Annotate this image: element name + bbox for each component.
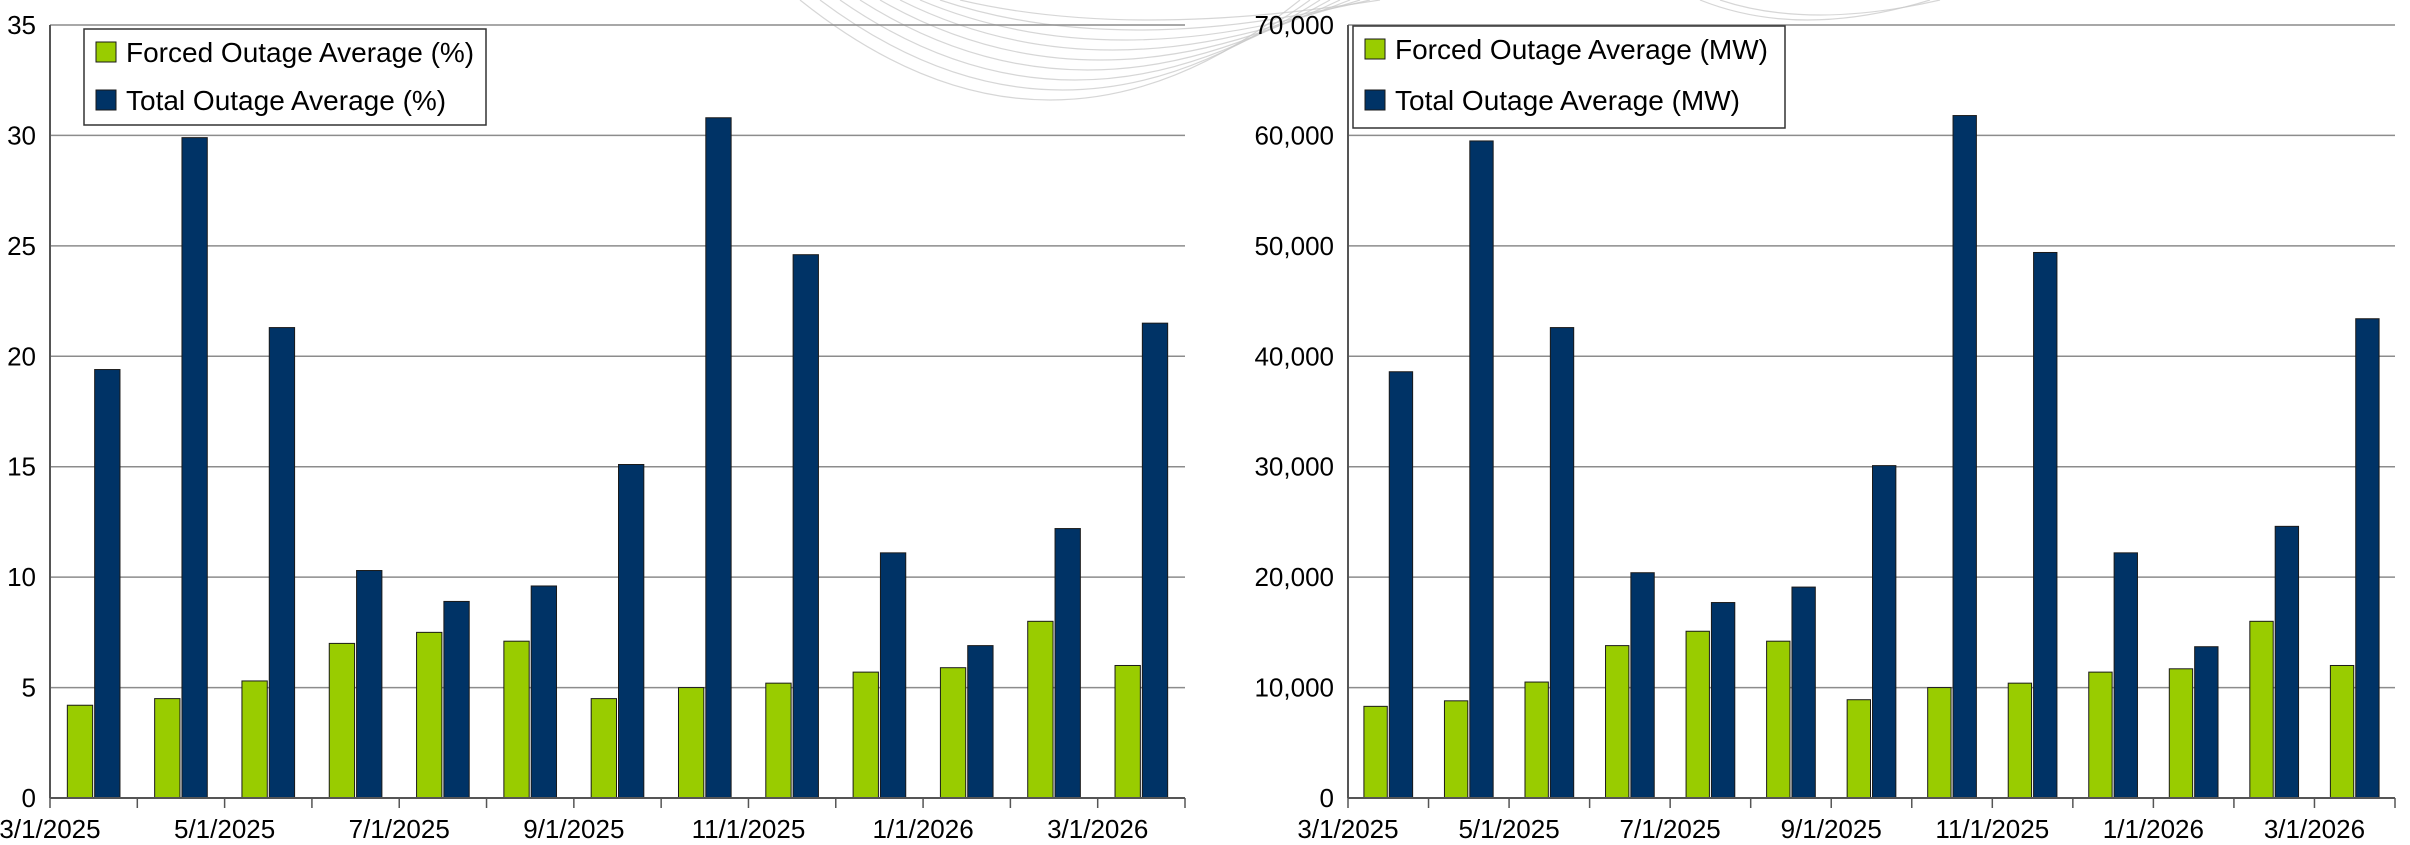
mw-total-outage-bar: [1710, 602, 1736, 799]
mw-forced-outage-bar: [2088, 671, 2113, 799]
pct-forced-outage-bar: [677, 687, 705, 799]
pct-forced-outage-bar: [590, 698, 618, 799]
mw-x-tick-label: 5/1/2025: [1458, 814, 1559, 844]
pct-x-tick-label: 1/1/2026: [872, 814, 973, 844]
pct-legend-label: Forced Outage Average (%): [126, 37, 474, 68]
mw-x-tick-label: 7/1/2025: [1620, 814, 1721, 844]
pct-forced-outage-bar: [416, 631, 443, 799]
pct-total-outage-bar: [1054, 528, 1081, 799]
pct-x-tick-label: 3/1/2026: [1047, 814, 1148, 844]
pct-total-outage-bar: [356, 570, 383, 799]
background-watermark-arcs: [799, 0, 1941, 101]
mw-y-tick-label: 30,000: [1254, 452, 1334, 482]
pct-forced-outage-bar: [503, 640, 530, 799]
pct-forced-outage-bar: [241, 680, 268, 799]
mw-forced-outage-bar: [1927, 687, 1952, 799]
mw-total-outage-bar: [1872, 465, 1897, 799]
pct-y-tick-label: 30: [7, 120, 36, 150]
mw-forced-outage-bar: [2329, 664, 2355, 799]
mw-total-outage-bar: [1388, 371, 1414, 799]
pct-forced-outage-bar: [1114, 664, 1141, 799]
outage-percent-chart: 0 5 10 15 20 25 30 35 3/1/2025 5/1/2025 7/1/2025 9/…: [0, 10, 1186, 844]
mw-forced-outage-bar: [1524, 681, 1549, 799]
pct-x-tick-label: 7/1/2025: [349, 814, 450, 844]
pct-total-outage-bar: [879, 552, 907, 799]
mw-legend-box: [1352, 25, 1786, 129]
pct-y-tick-label: 15: [7, 452, 36, 482]
pct-y-tick-label: 35: [7, 10, 36, 40]
pct-total-outage-bar: [530, 585, 558, 799]
mw-total-outage-bar: [2355, 318, 2380, 799]
mw-forced-outage-bar: [1443, 700, 1469, 799]
mw-forced-outage-bar: [1605, 645, 1630, 799]
mw-y-tick-label: 60,000: [1254, 120, 1334, 150]
mw-legend-label: Forced Outage Average (MW): [1395, 34, 1768, 65]
mw-x-tick-label: 9/1/2025: [1781, 814, 1882, 844]
pct-x-tick-label: 5/1/2025: [174, 814, 275, 844]
mw-total-outage-bar: [1791, 586, 1816, 799]
pct-total-outage-bar: [443, 600, 470, 799]
mw-total-outage-bar: [1469, 140, 1494, 799]
outage-megawatt-chart: 0 10,000 20,000 30,000 40,000 50,000 60,000 70,…: [1254, 10, 2396, 844]
mw-legend-swatch: [1364, 89, 1386, 111]
pct-legend: Forced Outage Average (%) Total Outage Av…: [83, 28, 487, 126]
mw-x-tick-label: 1/1/2026: [2103, 814, 2204, 844]
pct-x-tick-label: 11/1/2025: [692, 814, 806, 844]
pct-legend-label: Total Outage Average (%): [126, 85, 446, 116]
mw-x-tick-label: 3/1/2026: [2264, 814, 2365, 844]
pct-y-tick-label: 10: [7, 562, 36, 592]
mw-forced-outage-bar: [1766, 640, 1791, 799]
mw-legend-swatch: [1364, 38, 1386, 60]
pct-y-tick-label: 20: [7, 341, 36, 371]
pct-total-outage-bar: [181, 137, 208, 799]
pct-legend-box: [83, 28, 487, 126]
pct-total-outage-bar: [268, 327, 296, 799]
mw-legend: Forced Outage Average (MW) Total Outage A…: [1352, 25, 1786, 129]
mw-x-tick-label: 11/1/2025: [1935, 814, 2049, 844]
mw-forced-outage-bar: [2249, 620, 2274, 799]
mw-total-outage-bar: [2194, 646, 2219, 799]
pct-forced-outage-bar: [328, 642, 356, 799]
pct-forced-outage-bar: [154, 698, 181, 799]
pct-forced-outage-bar: [1027, 620, 1054, 799]
pct-forced-outage-bar: [66, 704, 94, 799]
mw-forced-outage-bar: [2007, 682, 2033, 799]
mw-forced-outage-bar: [1685, 630, 1710, 799]
mw-y-tick-label: 20,000: [1254, 562, 1334, 592]
pct-total-outage-bar: [94, 369, 121, 799]
mw-total-outage-bar: [2113, 552, 2138, 799]
mw-total-outage-bar: [1952, 115, 1977, 799]
pct-y-tick-label: 25: [7, 231, 36, 261]
mw-total-outage-bar: [1549, 327, 1575, 799]
pct-forced-outage-bar: [852, 671, 879, 799]
mw-y-tick-label: 70,000: [1254, 10, 1334, 40]
pct-forced-outage-bar: [765, 682, 792, 799]
pct-y-tick-label: 0: [22, 783, 36, 813]
mw-total-outage-bar: [2274, 525, 2300, 799]
pct-legend-swatch: [95, 89, 117, 111]
pct-total-outage-bar: [705, 117, 732, 799]
mw-forced-outage-bar: [2168, 668, 2194, 799]
pct-y-tick-label: 5: [22, 673, 36, 703]
mw-legend-label: Total Outage Average (MW): [1395, 85, 1740, 116]
mw-y-tick-label: 50,000: [1254, 231, 1334, 261]
pct-forced-outage-bar: [939, 667, 967, 799]
pct-x-tick-label: 3/1/2025: [0, 814, 101, 844]
mw-total-outage-bar: [1630, 572, 1655, 799]
mw-y-tick-label: 40,000: [1254, 341, 1334, 371]
pct-legend-swatch: [95, 41, 117, 63]
pct-total-outage-bar: [967, 645, 994, 799]
mw-y-tick-label: 0: [1320, 783, 1334, 813]
pct-total-outage-bar: [618, 464, 645, 799]
mw-x-tick-label: 3/1/2025: [1297, 814, 1398, 844]
mw-y-tick-label: 10,000: [1254, 673, 1334, 703]
mw-total-outage-bar: [2033, 251, 2058, 799]
pct-total-outage-bar: [792, 254, 819, 799]
pct-x-tick-label: 9/1/2025: [523, 814, 624, 844]
mw-forced-outage-bar: [1846, 699, 1871, 799]
pct-total-outage-bar: [1141, 322, 1169, 799]
mw-forced-outage-bar: [1363, 705, 1388, 799]
